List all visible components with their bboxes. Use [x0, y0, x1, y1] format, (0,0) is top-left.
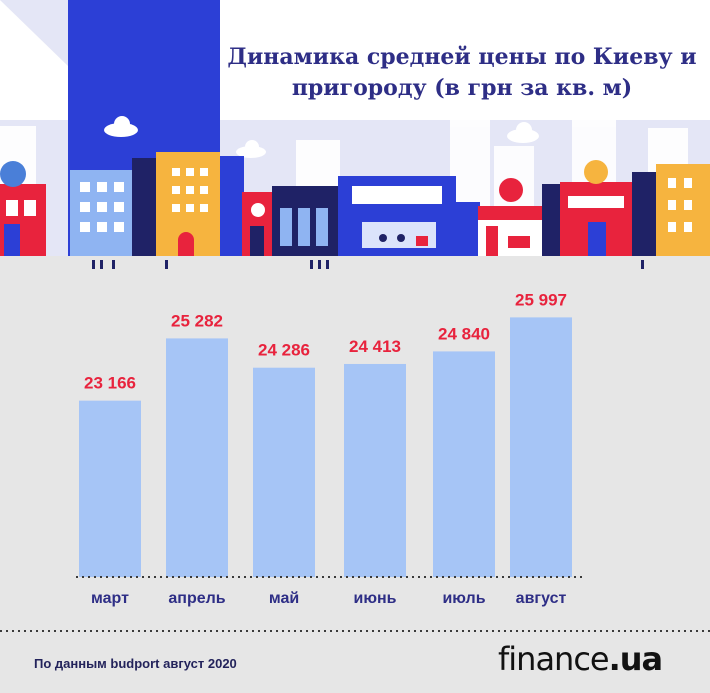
- tick-label-май: май: [269, 590, 299, 607]
- tick-label-август: август: [516, 590, 567, 607]
- value-label-май: 24 286: [258, 341, 310, 360]
- tick-label-июль: июль: [442, 590, 485, 607]
- bar-май: [253, 367, 315, 577]
- tick-label-апрель: апрель: [168, 590, 225, 607]
- bars-layer: [79, 317, 572, 577]
- bar-август: [510, 317, 572, 577]
- value-label-август: 25 997: [515, 290, 567, 309]
- footer-divider: [0, 630, 710, 632]
- bar-март: [79, 400, 141, 577]
- tick-label-июнь: июнь: [354, 590, 397, 607]
- logo-suffix: .ua: [608, 640, 664, 678]
- value-label-июль: 24 840: [438, 324, 490, 343]
- tick-label-март: март: [91, 590, 129, 607]
- city-skyline-illustration: [0, 0, 710, 276]
- value-labels-layer: 23 166 25 282 24 286 24 413 24 840 25 997: [84, 290, 567, 392]
- bar-июнь: [344, 363, 406, 577]
- source-note: По данным budport август 2020: [34, 656, 237, 671]
- value-label-июнь: 24 413: [349, 337, 401, 356]
- value-label-март: 23 166: [84, 374, 136, 393]
- bar-апрель: [166, 338, 228, 577]
- chart-title: Динамика средней цены по Киеву и пригоро…: [227, 44, 697, 101]
- finance-ua-logo: finance.ua: [498, 640, 664, 678]
- x-tick-labels-layer: март апрель май июнь июль август: [91, 590, 566, 607]
- bar-июль: [433, 351, 495, 577]
- logo-main: finance: [498, 640, 610, 678]
- bar-chart: 23 166 25 282 24 286 24 413 24 840 25 997 мар…: [76, 290, 584, 607]
- value-label-апрель: 25 282: [171, 311, 223, 330]
